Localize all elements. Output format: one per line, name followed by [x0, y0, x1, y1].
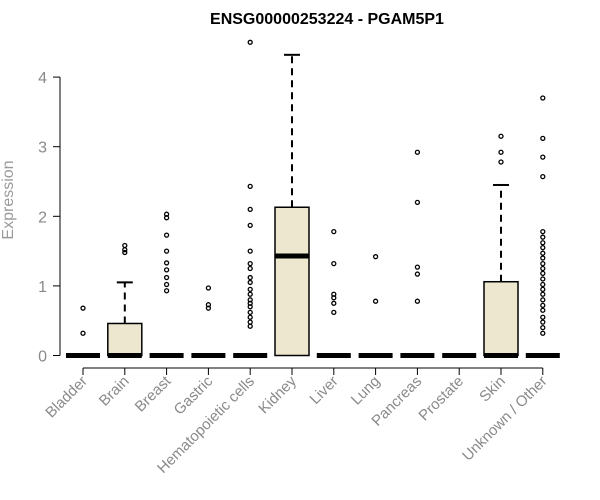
outlier-point [163, 281, 170, 288]
outlier-point [163, 248, 170, 254]
outlier-point [247, 274, 253, 281]
outlier-point [247, 314, 253, 320]
outlier-point [540, 95, 546, 101]
outlier-point [331, 228, 337, 235]
outlier-point [540, 135, 546, 141]
outlier-point [540, 173, 546, 180]
outlier-point [540, 291, 546, 297]
outlier-point [247, 304, 253, 310]
box [274, 206, 310, 357]
outlier-point [372, 298, 379, 304]
outlier-point [247, 248, 253, 254]
outlier-point [247, 39, 253, 45]
outlier-point [247, 286, 253, 293]
x-tick-label: Prostate [415, 373, 467, 425]
outlier-point [247, 265, 253, 272]
outlier-point [540, 286, 546, 293]
outlier-point [205, 305, 212, 311]
outlier-point [163, 288, 170, 294]
outlier-point [247, 279, 253, 286]
outlier-point [540, 265, 546, 272]
outlier-point [331, 295, 337, 301]
outlier-point [205, 285, 212, 291]
outlier-point [163, 274, 170, 281]
outlier-point [247, 323, 253, 329]
outlier-point [80, 330, 86, 336]
outlier-point [540, 314, 546, 320]
outlier-point [414, 199, 421, 206]
outlier-point [540, 302, 546, 309]
outlier-point [540, 270, 546, 277]
outlier-point [331, 260, 337, 267]
outlier-point [163, 260, 170, 266]
outlier-point [414, 298, 421, 304]
outlier-point [540, 319, 546, 325]
outlier-point [331, 300, 337, 306]
outlier-point [540, 234, 546, 240]
outlier-point [498, 159, 504, 165]
outlier-point [331, 309, 337, 315]
x-tick-label: Liver [307, 373, 342, 408]
outlier-point [372, 254, 379, 260]
x-tick-label: Skin [476, 373, 509, 406]
outlier-point [163, 232, 170, 238]
outlier-point [414, 264, 421, 270]
outlier-point [540, 281, 546, 288]
outlier-point [247, 206, 253, 212]
y-tick-label: 1 [38, 279, 47, 296]
outlier-point [498, 149, 504, 155]
outlier-point [498, 133, 504, 139]
outlier-point [247, 183, 253, 190]
outlier-point [247, 309, 253, 315]
outlier-point [540, 228, 546, 235]
outlier-point [122, 249, 128, 256]
outlier-point [540, 325, 546, 331]
y-tick-label: 4 [38, 70, 47, 87]
outlier-point [540, 255, 546, 261]
y-tick-label: 0 [38, 349, 47, 366]
outlier-point [540, 260, 546, 267]
outlier-point [540, 297, 546, 303]
outlier-point [247, 260, 253, 267]
outlier-point [414, 271, 421, 277]
y-tick-label: 3 [38, 140, 47, 157]
outlier-point [163, 267, 170, 273]
outlier-point [540, 244, 546, 251]
y-tick-label: 2 [38, 209, 47, 226]
outlier-point [247, 319, 253, 325]
outlier-point [163, 215, 170, 221]
outlier-point [122, 242, 128, 249]
outlier-point [540, 307, 546, 313]
outlier-point [247, 222, 253, 228]
outlier-point [80, 305, 86, 311]
x-tick-label: Breast [132, 372, 175, 415]
y-axis-label: Expression [0, 160, 17, 239]
box [107, 322, 143, 357]
outlier-point [540, 154, 546, 160]
outlier-point [414, 149, 421, 155]
x-tick-label: Brain [96, 373, 133, 410]
outlier-point [540, 240, 546, 246]
x-tick-label: Kidney [255, 372, 300, 417]
x-tick-label: Bladder [42, 373, 91, 422]
outlier-point [122, 247, 128, 253]
outlier-point [247, 291, 253, 297]
outlier-point [540, 250, 546, 256]
x-tick-label: Lung [348, 373, 384, 409]
box [483, 280, 519, 357]
outlier-point [540, 330, 546, 336]
chart-title: ENSG00000253224 - PGAM5P1 [210, 11, 444, 28]
outlier-point [540, 276, 546, 282]
